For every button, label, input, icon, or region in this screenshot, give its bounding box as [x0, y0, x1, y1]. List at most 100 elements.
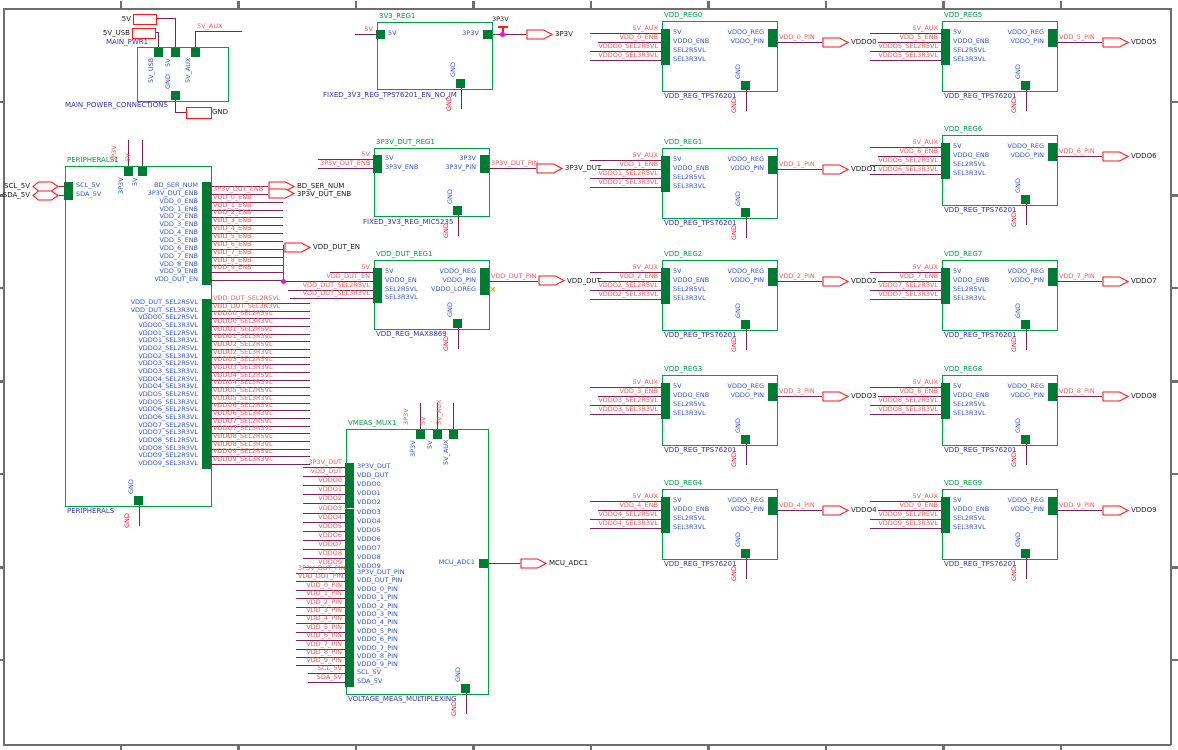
port-label[interactable]: VDDO5	[1131, 38, 1157, 46]
wire[interactable]	[598, 396, 662, 397]
wire[interactable]	[175, 112, 187, 113]
net-label[interactable]: VDDO4_SEL3R3VL	[598, 519, 658, 527]
wire[interactable]	[210, 433, 310, 435]
net-label[interactable]: VDD_2_ENB	[619, 272, 658, 280]
pin-sel2r5vl[interactable]	[661, 47, 670, 56]
pin-label[interactable]: VDDO1_SEL2R5VL	[138, 328, 198, 337]
component-title[interactable]: PERIPHERALS1	[67, 156, 119, 164]
pin-vddo8-sel2r5vl[interactable]	[202, 437, 211, 447]
pin-label[interactable]: VDDO_REG	[1007, 28, 1044, 36]
pin-label[interactable]: VDDO2_SEL3R3VL	[138, 351, 198, 360]
wire[interactable]	[355, 34, 377, 35]
pin-label[interactable]: GND	[1014, 178, 1022, 193]
wire[interactable]	[458, 215, 459, 236]
wire[interactable]	[598, 42, 662, 43]
pin-label[interactable]: VDDO_PIN	[730, 276, 764, 284]
net-label[interactable]: VDD_6_PIN	[306, 631, 342, 640]
pin-vddo2[interactable]	[345, 499, 354, 509]
wire[interactable]	[458, 328, 459, 349]
pin-label[interactable]: VDDO9_SEL2R5VL	[138, 451, 198, 460]
wire[interactable]	[296, 640, 346, 642]
wire[interactable]	[870, 501, 942, 502]
offpage-label[interactable]: 5V_USB	[102, 29, 130, 37]
pin-label[interactable]: VDDO5_SEL3R3VL	[138, 397, 198, 406]
wire[interactable]	[210, 341, 310, 343]
net-label[interactable]: VDD_1_PIN	[779, 160, 815, 168]
net-label[interactable]: VDD_2_PIN	[306, 597, 342, 606]
component-3p3v-dut-reg1[interactable]	[374, 148, 490, 217]
net-label[interactable]: 3P3V	[492, 15, 509, 23]
port-label[interactable]: VDDO9	[1131, 506, 1157, 514]
wire[interactable]	[210, 410, 310, 412]
port-label[interactable]: SDA_5V	[2, 191, 30, 199]
pin-5v[interactable]	[171, 48, 180, 57]
pin-label[interactable]: GND	[454, 667, 462, 682]
wire[interactable]	[296, 665, 346, 667]
wire[interactable]	[210, 201, 283, 203]
net-label[interactable]: VDD_4_ENB	[213, 224, 252, 233]
pin-label[interactable]: VDD_8_ENB	[159, 259, 198, 268]
wire[interactable]	[878, 396, 942, 397]
wire[interactable]	[296, 657, 346, 658]
net-label[interactable]: VDDO7	[318, 539, 342, 548]
net-label[interactable]: 5V_AUX	[632, 492, 659, 500]
net-label[interactable]: VDD_DUT	[310, 467, 342, 476]
net-label[interactable]: VDD_1_ENB	[619, 160, 658, 168]
pin-vddo-pin[interactable]	[768, 277, 777, 286]
gnd-net-label[interactable]: GND	[1010, 452, 1018, 467]
net-label[interactable]: VDDO6_SEL2R5VL	[213, 401, 273, 410]
no-connect-icon[interactable]: ×	[489, 284, 497, 295]
pin-label[interactable]: VDD_DUT_SEL2R5VL	[130, 298, 198, 306]
pin-label[interactable]: SDA_5V	[357, 677, 383, 685]
pin-vddo-enb[interactable]	[941, 38, 950, 47]
net-label[interactable]: VDDO9	[318, 558, 342, 567]
pin-label[interactable]: VDDO8_SEL2R5VL	[138, 436, 198, 445]
pin-vddo-9-pin[interactable]	[345, 661, 354, 671]
pin-label[interactable]: VDDO_ENB	[953, 391, 990, 399]
wire[interactable]	[296, 606, 346, 608]
wire[interactable]	[1056, 42, 1102, 43]
net-label[interactable]: VDD_7_PIN	[306, 639, 342, 648]
pin-label[interactable]: VDDO_ENB	[953, 505, 990, 513]
wire[interactable]	[210, 379, 310, 381]
offpage-ref-5v[interactable]	[133, 14, 157, 25]
pin-label[interactable]: GND	[127, 479, 135, 494]
pin-label[interactable]: 5V	[164, 58, 172, 67]
pin-vddo7-sel2r5vl[interactable]	[202, 421, 211, 431]
net-label[interactable]: VDD_5_ENB	[899, 33, 938, 41]
offpage-label[interactable]: GND	[212, 108, 229, 116]
pin-label[interactable]: VDDO_ENB	[953, 276, 990, 284]
net-label[interactable]: VDDO6_SEL2R5VL	[878, 156, 938, 164]
wire[interactable]	[746, 217, 747, 238]
port-vddo2[interactable]	[822, 275, 849, 287]
pin-label[interactable]: 5V	[953, 142, 962, 150]
pin-vddo6-sel3r3vl[interactable]	[202, 414, 211, 424]
pin-vddo4[interactable]	[345, 517, 354, 527]
wire[interactable]	[210, 280, 283, 282]
component-designator[interactable]: VDD_REG_TPS76201	[664, 331, 737, 339]
pin-label[interactable]: 3P3V_DUT_PIN	[357, 568, 405, 576]
wire[interactable]	[303, 567, 346, 569]
port-3p3v[interactable]	[526, 28, 553, 40]
port-label[interactable]: VDDO8	[1131, 392, 1157, 400]
wire[interactable]	[155, 18, 176, 19]
wire[interactable]	[746, 444, 747, 465]
pin-label[interactable]: VDDO9	[357, 562, 381, 571]
wire[interactable]	[590, 501, 662, 502]
net-label[interactable]: 3P3V	[110, 145, 118, 162]
pin-5v[interactable]	[941, 497, 950, 506]
power-tap-icon[interactable]	[502, 27, 504, 34]
wire[interactable]	[590, 187, 662, 188]
net-label[interactable]: VDD_DUT_SEL2R5VL	[213, 294, 281, 302]
pin-5v[interactable]	[941, 143, 950, 152]
component-3v3-reg1[interactable]	[377, 22, 493, 90]
net-label[interactable]: VDD_DUT_PIN	[491, 271, 537, 280]
net-label[interactable]: VDD_7_PIN	[1059, 272, 1095, 280]
net-label[interactable]: VDD_8_PIN	[306, 648, 342, 656]
net-label[interactable]: VDDO4	[318, 512, 342, 521]
pin-3p3v-pin[interactable]	[480, 164, 489, 173]
wire[interactable]	[303, 530, 346, 532]
pin-scl-5v[interactable]	[345, 669, 354, 678]
wire[interactable]	[296, 631, 346, 633]
net-label[interactable]: 5V	[419, 416, 427, 425]
